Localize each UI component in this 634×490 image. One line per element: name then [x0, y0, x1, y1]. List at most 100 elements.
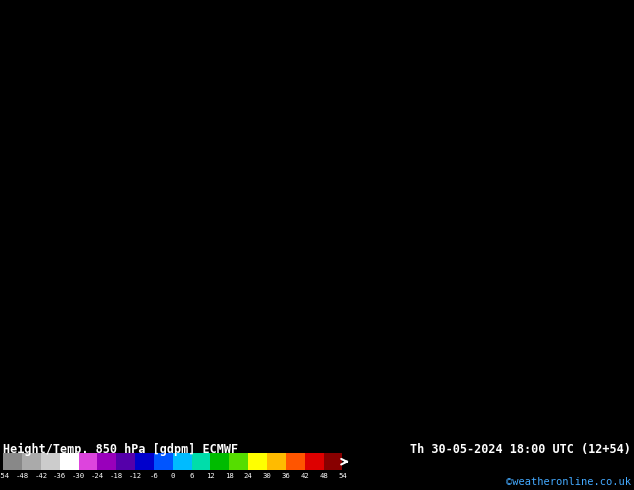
Text: 7: 7 [462, 307, 466, 313]
Text: 3: 3 [355, 193, 359, 198]
Text: 6: 6 [495, 249, 500, 256]
Text: 2: 2 [55, 221, 59, 227]
Text: 5: 5 [368, 269, 373, 275]
Text: 0: 0 [168, 88, 172, 94]
Text: 3: 3 [8, 412, 12, 417]
Text: 1: 1 [41, 173, 46, 179]
Text: 0: 0 [261, 78, 266, 84]
Text: 8: 8 [495, 421, 500, 427]
Text: 5: 5 [295, 288, 299, 294]
Text: 6: 6 [515, 145, 519, 151]
Text: 6: 6 [195, 383, 199, 389]
Text: 7: 7 [508, 259, 513, 265]
Text: 6: 6 [515, 202, 519, 208]
Text: 7: 7 [448, 326, 453, 332]
Text: 8: 8 [595, 183, 600, 189]
Text: 5: 5 [221, 297, 226, 303]
Text: 0: 0 [255, 11, 259, 17]
Text: 2: 2 [395, 11, 399, 17]
Text: 5: 5 [68, 421, 72, 427]
Text: 8: 8 [535, 412, 540, 417]
Text: 3: 3 [101, 278, 106, 284]
Text: 2: 2 [368, 97, 373, 103]
Text: 9: 9 [622, 345, 626, 351]
Text: 3: 3 [1, 412, 6, 417]
Text: 4: 4 [68, 317, 72, 322]
Text: 3: 3 [68, 297, 72, 303]
Text: 5: 5 [455, 173, 460, 179]
Text: 1: 1 [21, 221, 25, 227]
Text: 4: 4 [515, 2, 519, 8]
Text: 3: 3 [442, 21, 446, 27]
Text: 2: 2 [141, 193, 146, 198]
Text: 5: 5 [482, 135, 486, 141]
Text: 6: 6 [301, 336, 306, 342]
Text: 0: 0 [221, 11, 226, 17]
Text: 6: 6 [108, 412, 112, 417]
Text: 6: 6 [528, 154, 533, 160]
Text: 7: 7 [215, 402, 219, 408]
Text: 0: 0 [228, 30, 233, 36]
Text: 5: 5 [541, 11, 546, 17]
Text: 2: 2 [395, 88, 399, 94]
Text: 1: 1 [228, 126, 233, 132]
Text: 1: 1 [361, 69, 366, 74]
Text: 8: 8 [555, 345, 559, 351]
Text: 5: 5 [275, 297, 279, 303]
Text: 2: 2 [382, 59, 386, 65]
Text: 9: 9 [21, 40, 25, 46]
Text: 7: 7 [368, 373, 373, 380]
Text: 0: 0 [21, 69, 25, 74]
Text: 7: 7 [488, 297, 493, 303]
Text: 1: 1 [342, 97, 346, 103]
Text: 3: 3 [295, 221, 299, 227]
Text: 1: 1 [235, 145, 239, 151]
Text: 6: 6 [134, 402, 139, 408]
Text: 6: 6 [508, 202, 513, 208]
Text: 9: 9 [575, 383, 579, 389]
Text: 8: 8 [548, 383, 553, 389]
Text: 1: 1 [368, 59, 373, 65]
Text: 8: 8 [528, 317, 533, 322]
Text: 5: 5 [161, 345, 165, 351]
Text: 2: 2 [275, 164, 279, 170]
Text: 8: 8 [508, 421, 513, 427]
Text: 8: 8 [569, 212, 573, 218]
Text: 4: 4 [248, 240, 252, 246]
Text: 1: 1 [288, 126, 292, 132]
Text: 8: 8 [569, 345, 573, 351]
Text: 4: 4 [368, 212, 373, 218]
Text: 0: 0 [55, 116, 59, 122]
Text: 0: 0 [15, 145, 19, 151]
Text: 0: 0 [15, 183, 19, 189]
Text: 9: 9 [602, 278, 606, 284]
Text: 7: 7 [315, 431, 319, 437]
Text: 6: 6 [181, 354, 186, 361]
Text: 2: 2 [161, 183, 165, 189]
Text: 0: 0 [34, 49, 39, 55]
Text: 9: 9 [595, 373, 600, 380]
Text: 6: 6 [382, 307, 386, 313]
Text: 3: 3 [28, 326, 32, 332]
Text: 3: 3 [94, 269, 99, 275]
Text: 8: 8 [435, 431, 439, 437]
Text: 0: 0 [328, 21, 333, 27]
Text: 3: 3 [168, 240, 172, 246]
Text: 4: 4 [242, 259, 246, 265]
Text: 0: 0 [235, 69, 239, 74]
Text: 4: 4 [442, 135, 446, 141]
Text: 6: 6 [275, 317, 279, 322]
Text: 2: 2 [61, 212, 65, 218]
Text: 1: 1 [288, 135, 292, 141]
Text: 2: 2 [101, 193, 106, 198]
Text: 2: 2 [174, 202, 179, 208]
Text: 4: 4 [475, 97, 479, 103]
Text: 0: 0 [121, 107, 126, 113]
Text: 7: 7 [535, 259, 540, 265]
Text: 5: 5 [348, 269, 353, 275]
Text: 3: 3 [462, 21, 466, 27]
Text: 2: 2 [28, 278, 32, 284]
Text: 7: 7 [515, 278, 519, 284]
Text: 3: 3 [34, 317, 39, 322]
Text: 7: 7 [208, 392, 212, 399]
